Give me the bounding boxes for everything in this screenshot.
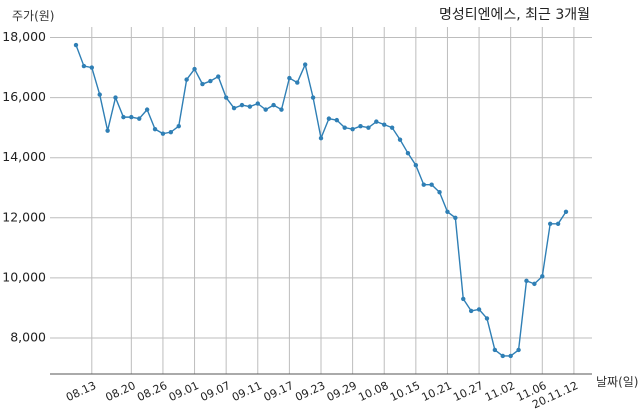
data-point	[263, 107, 268, 112]
x-tick-label: 09.23	[293, 379, 327, 404]
x-tick-label: 08.26	[135, 379, 169, 404]
data-point	[318, 135, 324, 141]
data-point	[547, 221, 553, 226]
data-point	[524, 278, 529, 284]
data-point	[405, 150, 411, 156]
data-point	[223, 95, 229, 100]
data-point	[484, 316, 490, 321]
x-tick-label: 10.21	[420, 379, 454, 404]
vertical-gridlines	[91, 27, 575, 374]
x-tick-label: 09.11	[230, 379, 264, 404]
data-point	[500, 353, 505, 359]
data-point	[366, 125, 371, 130]
x-axis-label: 날짜(일)	[596, 375, 638, 389]
data-point	[216, 74, 221, 79]
data-point	[184, 77, 189, 82]
data-point	[160, 131, 166, 136]
data-point	[73, 42, 79, 48]
x-tick-label: 09.07	[198, 379, 232, 404]
x-tick-label: 10.08	[356, 379, 390, 404]
data-point	[137, 116, 142, 121]
data-point	[89, 65, 95, 70]
data-point	[334, 117, 340, 123]
x-tick-label: 08.20	[104, 379, 138, 404]
chart-title: 명성티엔에스, 최근 3개월	[439, 7, 590, 23]
data-point	[453, 215, 458, 220]
data-point	[563, 209, 569, 214]
data-point	[121, 114, 126, 120]
data-point	[255, 101, 260, 106]
data-point	[302, 62, 308, 67]
x-tick-label: 09.29	[325, 379, 359, 404]
data-point	[429, 182, 434, 187]
x-tick-label: 09.01	[167, 379, 201, 404]
data-point	[176, 123, 181, 129]
data-point	[382, 122, 387, 127]
data-point	[247, 104, 253, 109]
data-point	[413, 162, 419, 168]
data-point	[295, 80, 300, 85]
y-tick-label: 18,000	[2, 29, 46, 44]
data-point	[239, 102, 245, 108]
x-tick-label: 09.17	[262, 379, 296, 404]
y-tick-label: 12,000	[2, 209, 46, 224]
data-point	[468, 308, 474, 314]
data-point	[492, 347, 498, 353]
x-tick-labels: 08.13 08.2008.2609.0109.0709.1109.1709.23…	[64, 379, 580, 411]
data-point	[279, 107, 284, 112]
data-point	[350, 126, 355, 132]
x-tick-label: 10.15	[388, 379, 422, 404]
y-tick-label: 16,000	[2, 89, 46, 104]
data-point	[374, 119, 379, 124]
data-point	[358, 123, 363, 129]
data-point	[532, 281, 537, 287]
y-tick-labels: 8,000 10,000 12,000 14,000 16,000 18,000	[2, 29, 46, 344]
data-point	[508, 353, 513, 359]
data-point	[461, 296, 466, 302]
x-tick-label: 08.13	[64, 379, 98, 404]
data-point	[192, 66, 197, 72]
data-point	[555, 221, 561, 226]
data-point	[516, 347, 521, 353]
data-point	[271, 102, 276, 108]
price-series-points	[73, 42, 569, 359]
y-tick-label: 14,000	[2, 149, 46, 164]
data-point	[287, 75, 292, 81]
data-point	[397, 137, 403, 142]
data-point	[208, 78, 213, 84]
x-tick-label: 10.27	[451, 379, 485, 404]
data-point	[129, 114, 134, 120]
data-point	[389, 125, 395, 130]
data-point	[105, 128, 110, 133]
data-point	[200, 81, 205, 87]
horizontal-gridlines	[50, 37, 592, 339]
data-point	[445, 209, 450, 214]
x-tick-label: 11.02	[483, 379, 517, 404]
y-tick-label: 8,000	[10, 329, 46, 344]
data-point	[113, 95, 118, 100]
data-point	[97, 92, 102, 97]
data-point	[540, 274, 545, 279]
data-point	[476, 307, 482, 312]
data-point	[152, 126, 158, 132]
y-axis-label: 주가(원)	[12, 9, 54, 23]
data-point	[168, 129, 174, 135]
data-point	[144, 107, 150, 112]
data-point	[310, 95, 316, 100]
data-point	[421, 182, 426, 187]
data-point	[231, 105, 237, 111]
data-point	[437, 190, 442, 195]
data-point	[326, 116, 332, 121]
y-tick-label: 10,000	[2, 269, 46, 284]
data-point	[342, 125, 347, 130]
data-point	[81, 63, 87, 69]
